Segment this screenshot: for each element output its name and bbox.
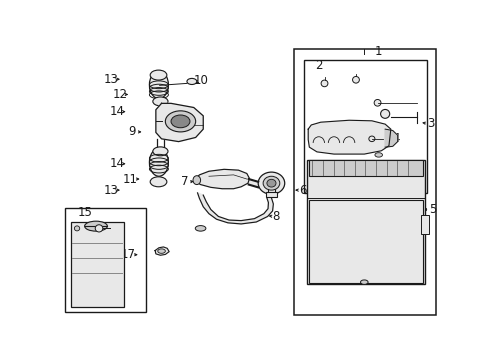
Text: 4: 4 [392,132,400,145]
Text: 13: 13 [103,73,119,86]
Ellipse shape [258,172,284,194]
Bar [294,49,435,315]
Bar [265,192,277,197]
Bar [420,215,428,234]
Bar [308,159,422,176]
Ellipse shape [374,153,382,157]
Ellipse shape [95,225,102,232]
Text: 12: 12 [112,88,127,101]
Ellipse shape [150,177,166,187]
Ellipse shape [266,179,275,187]
Polygon shape [307,120,390,154]
Ellipse shape [360,280,367,284]
Text: 7: 7 [181,175,188,188]
Ellipse shape [153,147,168,156]
Text: 2: 2 [314,59,322,72]
Polygon shape [385,129,397,147]
Text: 6: 6 [298,184,305,197]
Ellipse shape [373,99,380,106]
Ellipse shape [150,70,166,80]
Ellipse shape [171,115,189,128]
Ellipse shape [352,76,359,83]
Text: 10: 10 [194,74,208,87]
Text: 13: 13 [103,184,119,197]
Text: 5: 5 [428,203,435,216]
Text: 8: 8 [272,210,280,223]
Polygon shape [197,193,273,224]
Polygon shape [195,169,249,189]
Text: 3: 3 [426,117,433,130]
Ellipse shape [263,176,279,190]
Bar [306,159,424,284]
Ellipse shape [165,111,195,132]
Bar [303,60,426,193]
Ellipse shape [193,176,200,185]
Ellipse shape [380,109,389,118]
Ellipse shape [149,71,168,99]
Ellipse shape [84,221,107,231]
Text: 14: 14 [109,157,124,170]
Text: 17: 17 [121,248,136,261]
Text: 14: 14 [109,105,124,118]
Ellipse shape [321,80,327,87]
Polygon shape [156,103,203,141]
Ellipse shape [158,249,165,253]
Ellipse shape [368,136,374,141]
Ellipse shape [195,226,205,231]
Bar [308,200,422,283]
Polygon shape [248,179,258,187]
Bar [65,208,146,312]
Ellipse shape [153,97,168,106]
Polygon shape [155,247,169,255]
Ellipse shape [186,78,196,85]
Ellipse shape [74,226,80,231]
Ellipse shape [149,149,168,176]
Text: 15: 15 [77,206,92,219]
Bar [70,222,123,306]
Text: 11: 11 [122,172,138,185]
Text: 9: 9 [128,125,136,138]
Bar [267,183,275,193]
Text: 16: 16 [107,222,122,235]
Text: 1: 1 [374,45,381,58]
